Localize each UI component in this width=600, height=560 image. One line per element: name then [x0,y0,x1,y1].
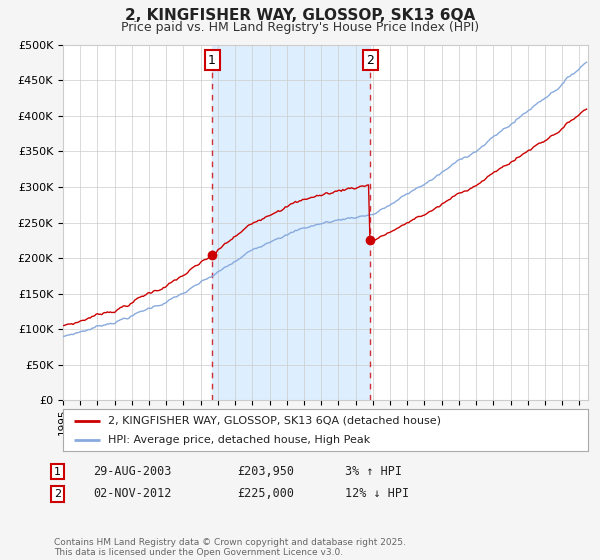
Text: 2, KINGFISHER WAY, GLOSSOP, SK13 6QA (detached house): 2, KINGFISHER WAY, GLOSSOP, SK13 6QA (de… [107,416,440,426]
Text: Price paid vs. HM Land Registry's House Price Index (HPI): Price paid vs. HM Land Registry's House … [121,21,479,34]
Text: £225,000: £225,000 [237,487,294,501]
Text: 02-NOV-2012: 02-NOV-2012 [93,487,172,501]
Text: 3% ↑ HPI: 3% ↑ HPI [345,465,402,478]
Text: Contains HM Land Registry data © Crown copyright and database right 2025.
This d: Contains HM Land Registry data © Crown c… [54,538,406,557]
Text: 2: 2 [54,489,61,499]
Text: 2, KINGFISHER WAY, GLOSSOP, SK13 6QA: 2, KINGFISHER WAY, GLOSSOP, SK13 6QA [125,8,475,24]
Text: HPI: Average price, detached house, High Peak: HPI: Average price, detached house, High… [107,435,370,445]
Bar [212,45,370,400]
Text: 1: 1 [54,466,61,477]
Text: 1: 1 [208,54,216,67]
Text: 29-AUG-2003: 29-AUG-2003 [93,465,172,478]
Text: £203,950: £203,950 [237,465,294,478]
Text: 12% ↓ HPI: 12% ↓ HPI [345,487,409,501]
Text: 2: 2 [366,54,374,67]
